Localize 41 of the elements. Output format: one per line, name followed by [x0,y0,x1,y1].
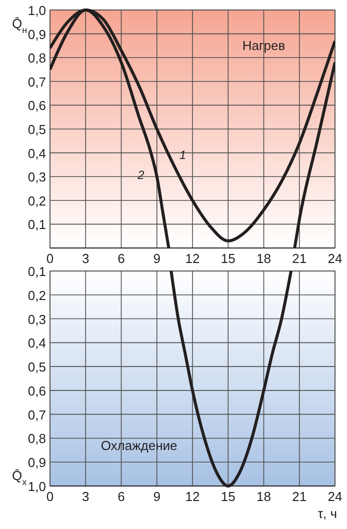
y-tick-label: 0,8 [28,50,46,66]
x-tick-label: 24 [328,251,342,266]
y-tick-label: 1,0 [28,479,46,494]
y-tick-label: 0,8 [28,431,46,446]
y-tick-label: 0,4 [28,146,46,161]
x-tick-label: 9 [153,251,160,266]
x-tick-label: 0 [46,489,54,504]
y-tick-label: 0,1 [28,264,46,279]
y-tick-label: 0,5 [28,360,46,375]
x-tick-label: 3 [82,251,90,266]
y-tick-label: 0,3 [28,170,46,185]
y-tick-label: 0,1 [28,217,46,232]
y-tick-label: 0,6 [28,383,46,398]
y-axis-title: Q̄$_{х}$ [12,468,28,487]
y-tick-label: 0,3 [28,312,46,327]
y-tick-label: 0,2 [28,288,46,303]
y-tick-label: 0,4 [28,336,46,351]
y-tick-label: 0,9 [28,26,46,42]
x-tick-label: 12 [185,489,200,504]
x-tick-label: 21 [292,489,307,504]
x-tick-label: 18 [256,489,271,504]
y-tick-label: 0,7 [28,74,46,90]
x-tick-label: 21 [292,251,307,266]
x-tick-label: 6 [118,489,125,504]
x-tick-label: 18 [256,251,271,266]
x-axis-title: τ, ч [318,506,337,521]
x-tick-label: 15 [220,251,236,266]
y-tick-label: 0,5 [28,122,46,137]
x-tick-label: 15 [220,489,236,504]
y-tick-label: 0,7 [28,407,46,422]
y-tick-label: 0,2 [28,193,46,208]
x-tick-label: 6 [118,251,125,266]
x-tick-label: 3 [82,489,90,504]
x-tick-label: 24 [328,489,342,504]
x-tick-label: 0 [46,251,54,266]
y-tick-label: 1,0 [28,3,46,18]
y-tick-label: 0,6 [28,98,46,114]
x-tick-label: 12 [185,251,200,266]
y-tick-label: 0,9 [28,455,46,470]
y-axis-title: Q̄$_{н}$ [12,16,28,35]
x-tick-label: 9 [153,489,160,504]
